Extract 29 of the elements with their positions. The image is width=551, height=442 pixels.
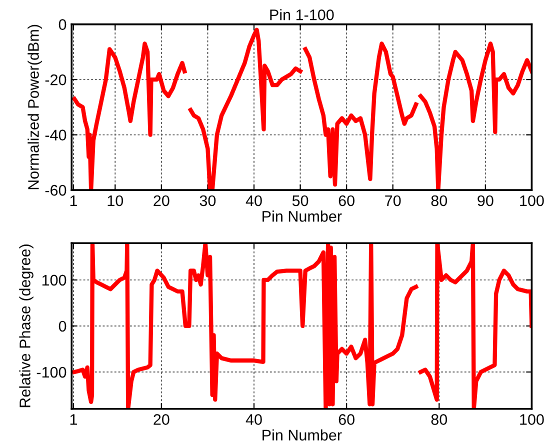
y-tick-label: -100 [36,366,66,378]
x-tick-label: 40 [246,195,262,206]
y-tick-label: 0 [58,19,66,30]
y-tick-label: 0 [58,320,66,332]
y-axis-title: Normalized Power(dBm) [28,24,42,190]
y-tick-label: -60 [45,184,66,196]
y-tick-label: -40 [45,130,66,140]
x-tick-label: 60 [338,414,354,425]
x-tick-label: 70 [385,195,401,206]
x-tick-label: 100 [520,195,544,206]
x-tick-label: 80 [431,414,448,425]
x-tick-label: 60 [338,195,354,206]
x-tick-label: 30 [200,195,216,206]
x-tick-label: 80 [431,195,448,206]
x-tick-label: 20 [154,195,170,206]
x-tick-label: 90 [478,195,494,206]
x-axis-title: Pin Number [262,429,342,441]
x-tick-label: 40 [246,414,262,425]
x-tick-label: 100 [520,414,544,425]
y-tick-label: -20 [45,74,66,86]
x-tick-label: 1 [70,414,77,425]
x-tick-label: 1 [70,195,77,206]
x-axis-title: Pin Number [262,210,342,222]
y-axis-title: Relative Phase (degree) [19,244,34,408]
x-tick-label: 10 [108,195,124,206]
x-tick-label: 20 [154,414,170,425]
chart-title: Pin 1-100 [270,9,334,20]
x-tick-label: 50 [292,195,308,206]
y-tick-label: 100 [42,274,66,286]
